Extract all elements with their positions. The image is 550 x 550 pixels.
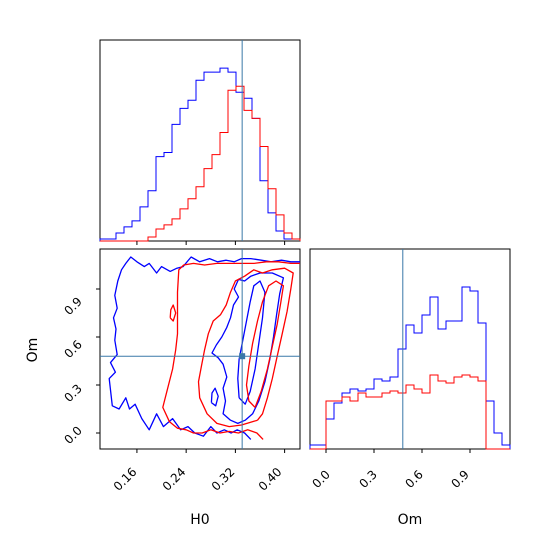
y-axis-label-om: Om <box>25 338 41 363</box>
x-tick-label: 0.0 <box>309 467 332 490</box>
x-tick-label: 0.32 <box>209 465 238 494</box>
contour-red-island <box>169 304 177 322</box>
contour-blue-inner <box>211 272 285 425</box>
om-histogram-series-2 <box>310 374 510 450</box>
h0-histogram-series-2 <box>100 85 301 242</box>
contour-blue-island <box>210 387 219 407</box>
contour-red-mid <box>197 267 294 428</box>
x-tick-label: 0.16 <box>111 465 140 494</box>
truth-point-marker <box>239 353 246 360</box>
y-tick-label: 0.3 <box>61 381 84 404</box>
om-histogram-series-1 <box>309 286 511 449</box>
y-tick-label: 0.0 <box>61 423 84 446</box>
h0-marginal-frame <box>99 39 301 242</box>
joint-contours <box>100 249 300 449</box>
om-histograms <box>309 249 511 450</box>
x-tick-label: 0.3 <box>356 467 379 490</box>
x-tick-label: 0.40 <box>256 465 285 494</box>
x-tick-label: 0.9 <box>448 467 471 490</box>
x-tick-label: 0.24 <box>160 465 189 494</box>
contour-blue-outer <box>108 256 300 440</box>
h0-histogram-series-1 <box>99 67 301 241</box>
contour-red-outer <box>162 261 300 440</box>
contour-red-core <box>245 280 285 408</box>
x-axis-label-om: Om <box>398 512 423 528</box>
x-axis-label-h0: H0 <box>190 512 209 528</box>
contour-blue-core <box>237 280 266 405</box>
h0-histograms <box>99 40 301 242</box>
x-tick-label: 0.6 <box>402 467 425 490</box>
om-marginal-frame <box>309 248 511 450</box>
y-tick-label: 0.6 <box>61 337 84 360</box>
joint-clipped-layer <box>108 256 300 440</box>
y-tick-label: 0.9 <box>61 294 84 317</box>
joint-panel-frame <box>99 248 301 450</box>
tick-marks <box>96 241 471 453</box>
